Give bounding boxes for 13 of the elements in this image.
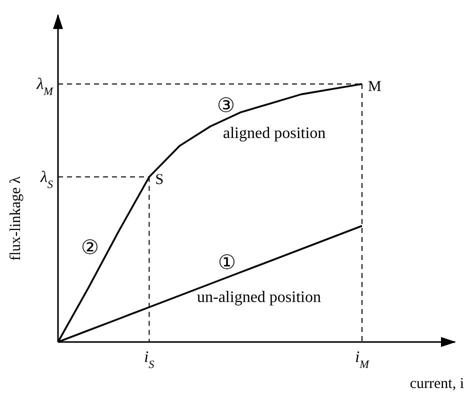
annotation: ② <box>81 237 99 259</box>
series-label: aligned position <box>223 125 326 142</box>
x-tick-label: i$_{S}$ <box>144 349 155 371</box>
annotation: M <box>368 79 382 95</box>
ref-line-label: λ$_{S}$ <box>39 168 54 191</box>
annotation: ③ <box>217 95 235 117</box>
x-tick-label: i$_{M}$ <box>355 349 370 371</box>
annotation: S <box>155 172 164 188</box>
x-axis-title: current, i <box>410 376 464 392</box>
series-label: un-aligned position <box>197 289 321 306</box>
y-axis-title: flux-linkage λ <box>8 176 24 261</box>
annotation: ① <box>218 252 236 274</box>
ref-line-label: λ$_{M}$ <box>36 76 54 98</box>
